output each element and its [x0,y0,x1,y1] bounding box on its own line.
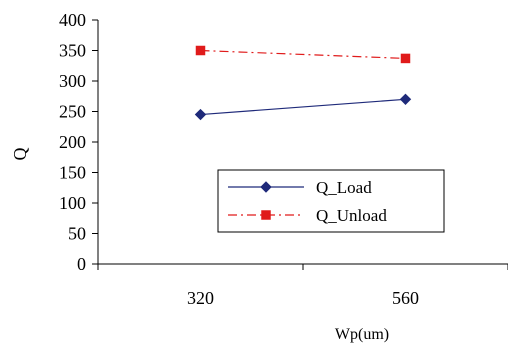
data-point [196,110,206,120]
axes: 0 50 100 150 200 250 300 350 400 320 560 [59,10,508,308]
x-axis-label: Wp(um) [335,326,389,343]
legend-label: Q_Load [316,178,372,197]
series-layer [196,46,411,119]
y-tick-label: 0 [77,254,86,274]
series-q-load [196,94,411,119]
y-tick-label: 250 [59,102,86,122]
y-tick-label: 300 [59,71,86,91]
series-line [201,99,406,114]
y-tick-label: 350 [59,41,86,61]
series-q-unload [196,46,410,62]
y-tick-label: 400 [59,10,86,30]
series-line [201,51,406,59]
data-point [401,94,411,104]
legend-label: Q_Unload [316,206,387,225]
y-tick-label: 150 [59,163,86,183]
y-axis-label: Q [10,148,30,161]
legend: Q_Load Q_Unload [218,170,444,232]
x-tick-label: 320 [187,288,214,308]
x-tick-label: 560 [392,288,419,308]
data-point [196,46,205,55]
y-tick-label: 50 [68,224,86,244]
legend-marker [262,211,271,220]
y-tick-label: 200 [59,132,86,152]
data-point [401,54,410,63]
y-tick-label: 100 [59,193,86,213]
